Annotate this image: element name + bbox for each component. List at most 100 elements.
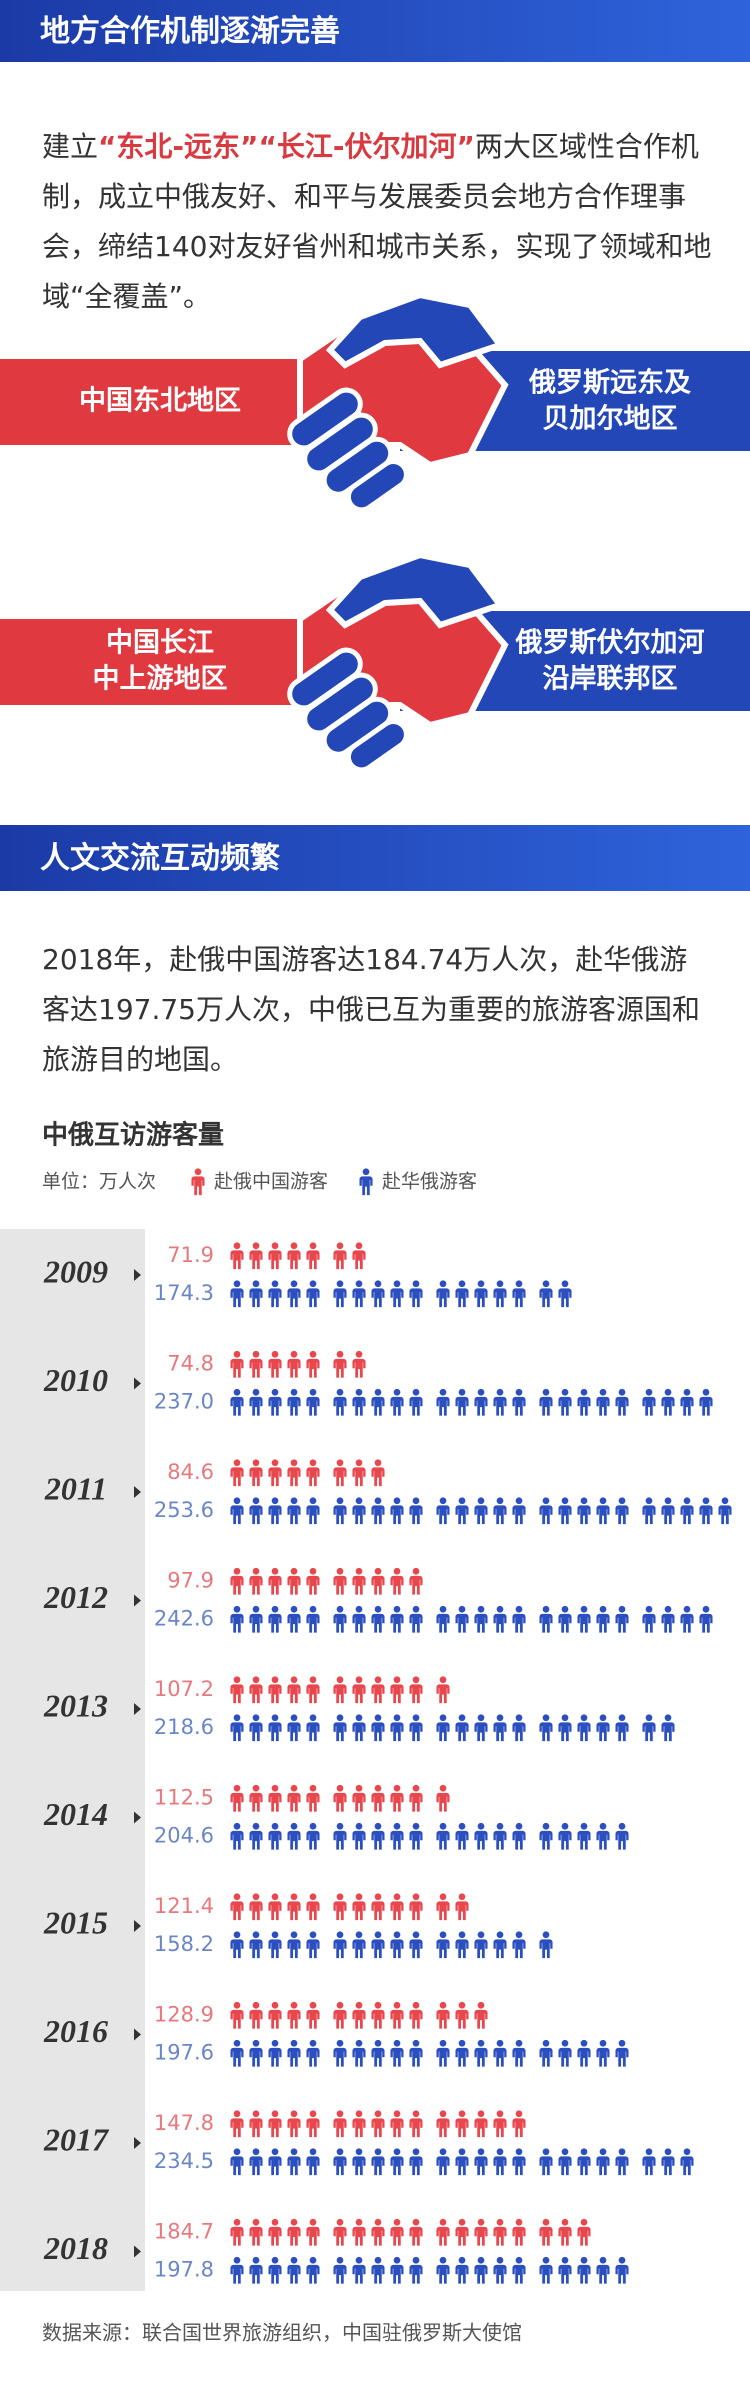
person-icon (333, 1388, 347, 1416)
person-icon (352, 1893, 366, 1921)
person-icon (436, 1388, 450, 1416)
person-icon (539, 1280, 553, 1308)
person-icon (512, 1280, 526, 1308)
value-label: 97.9 (167, 1569, 214, 1593)
person-icon (409, 1784, 423, 1812)
person-icon (306, 1567, 320, 1595)
person-icon (615, 2148, 629, 2176)
person-icon (371, 1459, 385, 1487)
person-icon (230, 1242, 244, 1270)
person-icon (512, 2110, 526, 2138)
text: 建立 (42, 130, 99, 163)
person-icon (474, 1388, 488, 1416)
value-label: 204.6 (154, 1824, 214, 1848)
person-icon (371, 1388, 385, 1416)
person-icon (661, 1714, 675, 1742)
value-label: 147.8 (154, 2111, 214, 2135)
person-icon (539, 1714, 553, 1742)
value-label: 237.0 (154, 1390, 214, 1414)
person-icon (436, 1676, 450, 1704)
person-icon (287, 1242, 301, 1270)
person-icon (333, 1893, 347, 1921)
person-icon (333, 2001, 347, 2029)
person-icon (249, 1350, 263, 1378)
person-icon (615, 1497, 629, 1525)
person-icon (558, 2256, 572, 2284)
person-icon (493, 1497, 507, 1525)
person-icon (268, 1350, 282, 1378)
person-icon (371, 2256, 385, 2284)
year-label: 2015 (43, 1904, 108, 1940)
person-icon (512, 1497, 526, 1525)
person-icon (249, 1676, 263, 1704)
arrow (134, 1703, 141, 1715)
person-icon (333, 2039, 347, 2067)
person-icon (352, 1676, 366, 1704)
person-icon (306, 1497, 320, 1525)
person-icon (287, 1714, 301, 1742)
person-icon (333, 1280, 347, 1308)
person-icon (493, 2148, 507, 2176)
person-icon (352, 1605, 366, 1633)
person-icon (474, 1605, 488, 1633)
person-icon (306, 1350, 320, 1378)
person-icon (596, 1388, 610, 1416)
person-icon (615, 1714, 629, 1742)
person-icon (352, 1388, 366, 1416)
person-icon (455, 1931, 469, 1959)
person-icon (249, 1497, 263, 1525)
paragraph: 2018年，赴俄中国游客达184.74万人次，赴华俄游客达197.75万人次，中… (42, 943, 700, 1076)
value-label: 158.2 (154, 1932, 214, 1956)
person-icon (409, 2148, 423, 2176)
person-icon (306, 1676, 320, 1704)
year-label: 2018 (43, 2230, 108, 2266)
person-icon (455, 2256, 469, 2284)
year-label: 2010 (43, 1362, 108, 1398)
value-label: 74.8 (167, 1352, 214, 1376)
person-icon (352, 2110, 366, 2138)
person-icon (287, 1784, 301, 1812)
person-icon (642, 1497, 656, 1525)
person-icon (333, 1605, 347, 1633)
person-icon (287, 1822, 301, 1850)
region-label: 沿岸联邦区 (543, 664, 678, 695)
person-icon (230, 2148, 244, 2176)
person-icon (287, 1388, 301, 1416)
person-icon (474, 1714, 488, 1742)
person-icon (436, 1893, 450, 1921)
person-icon (306, 1784, 320, 1812)
person-icon (371, 1822, 385, 1850)
year-column (0, 1229, 145, 2291)
person-icon (287, 1605, 301, 1633)
person-icon (436, 1280, 450, 1308)
person-icon (577, 2256, 591, 2284)
person-icon (409, 1676, 423, 1704)
person-icon (230, 1893, 244, 1921)
person-icon (249, 1242, 263, 1270)
person-icon (661, 1605, 675, 1633)
person-icon (493, 2110, 507, 2138)
person-icon (352, 1497, 366, 1525)
person-icon (287, 1567, 301, 1595)
person-icon (268, 1497, 282, 1525)
person-icon (268, 1459, 282, 1487)
region-label: 俄罗斯远东及 (528, 367, 691, 399)
person-icon (306, 2110, 320, 2138)
person-icon (409, 1822, 423, 1850)
year-label: 2009 (43, 1253, 108, 1289)
person-icon (558, 1714, 572, 1742)
person-icon (493, 1388, 507, 1416)
person-icon (230, 1497, 244, 1525)
value-label: 242.6 (154, 1607, 214, 1631)
value-label: 112.5 (154, 1786, 214, 1810)
person-icon (390, 2039, 404, 2067)
person-icon (436, 1605, 450, 1633)
person-icon (333, 2218, 347, 2246)
person-icon (333, 1497, 347, 1525)
person-icon (596, 2039, 610, 2067)
person-icon (409, 1280, 423, 1308)
person-icon (455, 2148, 469, 2176)
person-icon (287, 1931, 301, 1959)
